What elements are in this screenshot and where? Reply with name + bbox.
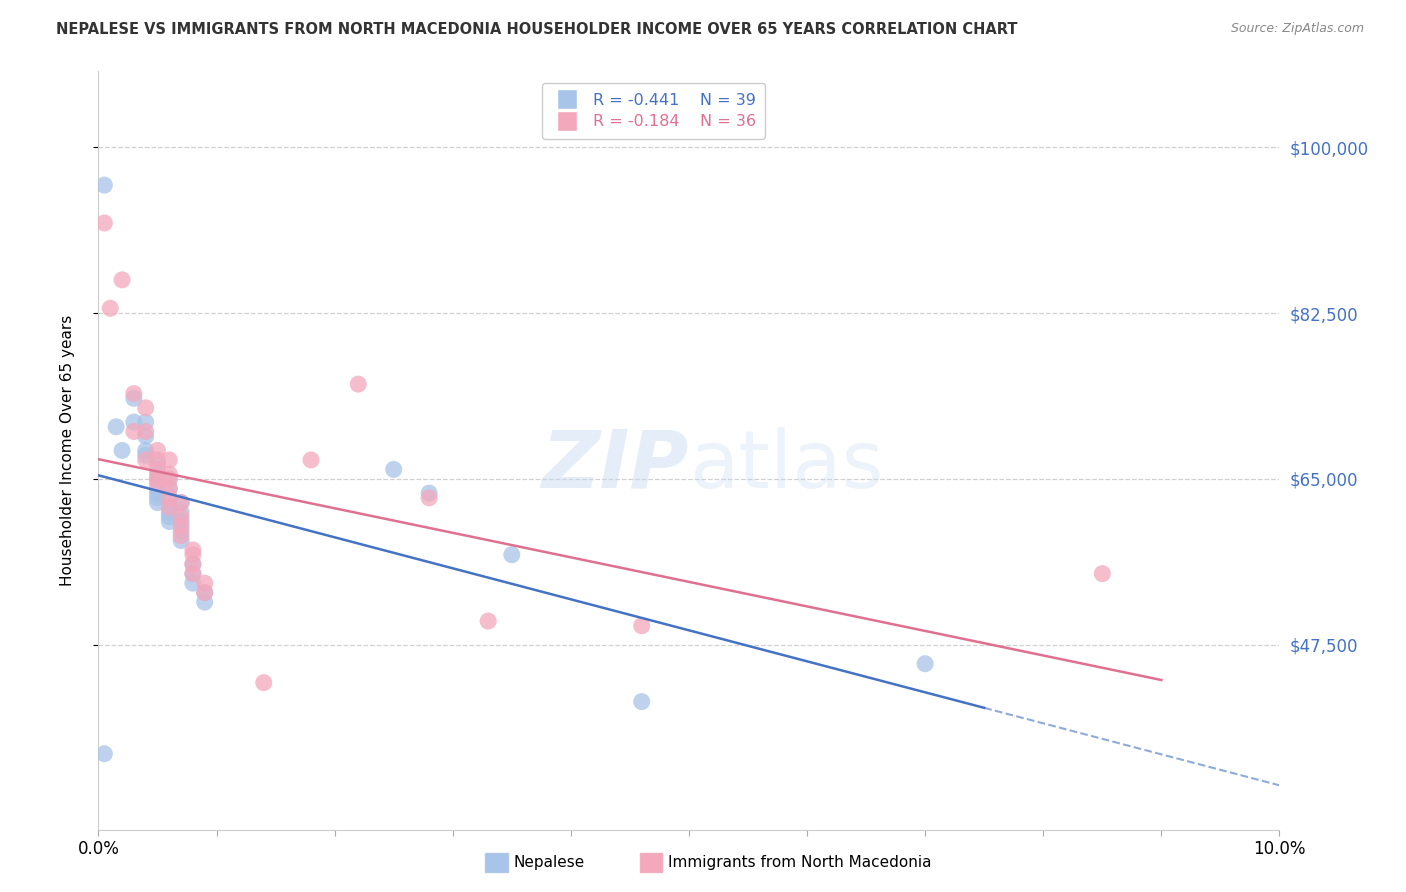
Point xyxy=(347,377,370,392)
Point xyxy=(501,548,523,562)
Point xyxy=(93,178,115,192)
Point xyxy=(170,509,193,524)
Point xyxy=(181,566,204,581)
Point xyxy=(146,495,169,509)
Point xyxy=(181,557,204,572)
Point xyxy=(157,500,180,515)
Point xyxy=(146,443,169,458)
Point xyxy=(418,491,440,505)
Point xyxy=(98,301,121,316)
Y-axis label: Householder Income Over 65 years: Householder Income Over 65 years xyxy=(60,315,75,586)
Point xyxy=(253,675,276,690)
Point xyxy=(157,491,180,505)
Point xyxy=(146,491,169,505)
Point xyxy=(630,695,652,709)
Point xyxy=(157,505,180,519)
Point xyxy=(146,486,169,500)
Point xyxy=(194,576,217,591)
Point xyxy=(181,576,204,591)
Point xyxy=(157,509,180,524)
Point xyxy=(194,595,217,609)
Point xyxy=(135,448,157,462)
Point xyxy=(146,482,169,496)
Point xyxy=(122,392,145,406)
Point xyxy=(146,453,169,467)
Point xyxy=(157,515,180,529)
Point xyxy=(382,462,405,476)
Point xyxy=(157,453,180,467)
Point xyxy=(157,472,180,486)
Point xyxy=(170,505,193,519)
Point xyxy=(146,467,169,482)
Text: Nepalese: Nepalese xyxy=(513,855,585,870)
Point xyxy=(111,443,134,458)
Point xyxy=(135,429,157,443)
Text: ZIP: ZIP xyxy=(541,426,689,505)
Point xyxy=(135,425,157,439)
Point xyxy=(135,415,157,429)
Point xyxy=(170,533,193,548)
Point xyxy=(170,519,193,533)
Point xyxy=(93,216,115,230)
Point xyxy=(135,401,157,415)
Point xyxy=(146,472,169,486)
Point xyxy=(170,524,193,538)
Point xyxy=(157,472,180,486)
Point xyxy=(170,495,193,509)
Point xyxy=(1091,566,1114,581)
Point xyxy=(157,500,180,515)
Point xyxy=(146,462,169,476)
Point xyxy=(170,495,193,509)
Point xyxy=(122,425,145,439)
Point xyxy=(157,491,180,505)
Point xyxy=(181,557,204,572)
Text: Immigrants from North Macedonia: Immigrants from North Macedonia xyxy=(668,855,931,870)
Point xyxy=(146,476,169,491)
Point xyxy=(181,566,204,581)
Point xyxy=(146,458,169,472)
Point xyxy=(93,747,115,761)
Point xyxy=(194,585,217,599)
Point xyxy=(914,657,936,671)
Point xyxy=(194,585,217,599)
Point xyxy=(157,482,180,496)
Point xyxy=(122,415,145,429)
Point xyxy=(111,273,134,287)
Point xyxy=(157,467,180,482)
Point xyxy=(630,619,652,633)
Point xyxy=(157,482,180,496)
Point xyxy=(170,515,193,529)
Point xyxy=(135,443,157,458)
Point xyxy=(146,472,169,486)
Text: Source: ZipAtlas.com: Source: ZipAtlas.com xyxy=(1230,22,1364,36)
Point xyxy=(181,543,204,558)
Text: NEPALESE VS IMMIGRANTS FROM NORTH MACEDONIA HOUSEHOLDER INCOME OVER 65 YEARS COR: NEPALESE VS IMMIGRANTS FROM NORTH MACEDO… xyxy=(56,22,1018,37)
Point xyxy=(135,453,157,467)
Point xyxy=(299,453,322,467)
Point xyxy=(477,614,499,628)
Point xyxy=(418,486,440,500)
Text: atlas: atlas xyxy=(689,426,883,505)
Point xyxy=(105,419,128,434)
Point xyxy=(181,548,204,562)
Point xyxy=(170,529,193,543)
Point xyxy=(122,386,145,401)
Legend: R = -0.441    N = 39, R = -0.184    N = 36: R = -0.441 N = 39, R = -0.184 N = 36 xyxy=(541,83,765,138)
